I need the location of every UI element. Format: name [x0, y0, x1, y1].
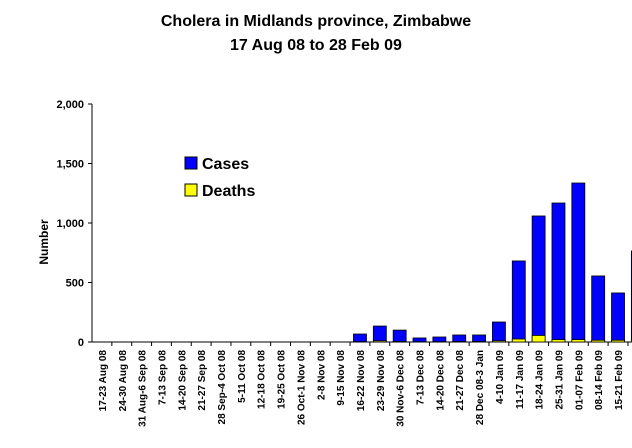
bar [591, 339, 606, 343]
x-tick-label: 25-31 Jan 09 [554, 350, 565, 410]
bar [452, 334, 467, 343]
chart-title: Cholera in Midlands province, Zimbabwe [161, 13, 471, 30]
x-tick-label: 9-15 Nov 08 [336, 350, 347, 406]
chart-subtitle: 17 Aug 08 to 28 Feb 09 [230, 37, 402, 54]
x-tick-label: 26 Oct-1 Nov 08 [296, 350, 307, 425]
bar [591, 275, 606, 343]
bar [611, 339, 625, 343]
x-tick-label: 08-14 Feb 09 [594, 350, 605, 410]
bar [492, 321, 506, 343]
x-tick-label: 28 Sep-4 Oct 08 [217, 350, 228, 425]
legend-label: Deaths [202, 183, 255, 200]
x-tick-label: 01-07 Feb 09 [574, 350, 585, 410]
x-tick-label: 7-13 Dec 08 [416, 350, 427, 405]
bar [392, 329, 407, 343]
y-axis-label: Number [37, 219, 51, 265]
legend-swatch [184, 156, 198, 170]
x-tick-label: 30 Nov-6 Dec 08 [396, 350, 407, 427]
y-tick-label: 2,000 [56, 99, 84, 111]
y-tick-label: 1,000 [56, 218, 84, 230]
bar [571, 339, 586, 343]
bar [472, 334, 486, 343]
bar [492, 340, 506, 343]
bar [372, 325, 387, 343]
x-tick-label: 23-29 Nov 08 [376, 350, 387, 412]
x-tick-label: 14-20 Dec 08 [435, 350, 446, 411]
bar [571, 182, 586, 343]
legend-swatch [184, 183, 198, 197]
bar [511, 338, 526, 343]
bar [511, 260, 526, 343]
y-tick-label: 500 [66, 278, 84, 290]
x-tick-label: 12-18 Oct 08 [257, 350, 268, 409]
x-tick-label: 31 Aug-6 Sep 08 [138, 350, 149, 427]
x-tick-label: 15-21 Feb 09 [614, 350, 625, 410]
x-tick-label: 18-24 Jan 09 [535, 350, 546, 410]
x-tick-label: 4-10 Jan 09 [495, 350, 506, 404]
bar [372, 340, 387, 343]
bar [392, 341, 407, 343]
x-tick-label: 24-30 Aug 08 [118, 350, 129, 412]
bar [531, 215, 546, 343]
x-tick-label: 14-20 Sep 08 [177, 350, 188, 411]
bar [551, 202, 566, 343]
bar [353, 333, 367, 343]
x-tick-label: 2-8 Nov 08 [316, 350, 327, 400]
x-tick-label: 5-11 Oct 08 [237, 350, 248, 403]
x-tick-label: 19-25 Oct 08 [277, 350, 288, 409]
x-tick-label: 11-17 Jan 09 [515, 350, 526, 409]
x-tick-label: 7-13 Sep 08 [157, 350, 168, 405]
bar [551, 339, 566, 343]
bar [531, 335, 546, 343]
bar [611, 292, 625, 343]
x-tick-label: 21-27 Sep 08 [197, 350, 208, 411]
y-tick-label: 0 [78, 337, 84, 349]
x-tick-label: 16-22 Nov 08 [356, 350, 367, 412]
x-tick-label: 17-23 Aug 08 [98, 350, 109, 412]
legend-label: Cases [202, 156, 249, 173]
y-tick-label: 1,500 [56, 159, 84, 171]
x-tick-label: 21-27 Dec 08 [455, 350, 466, 411]
x-tick-label: 28 Dec 08-3 Jan [475, 350, 486, 425]
